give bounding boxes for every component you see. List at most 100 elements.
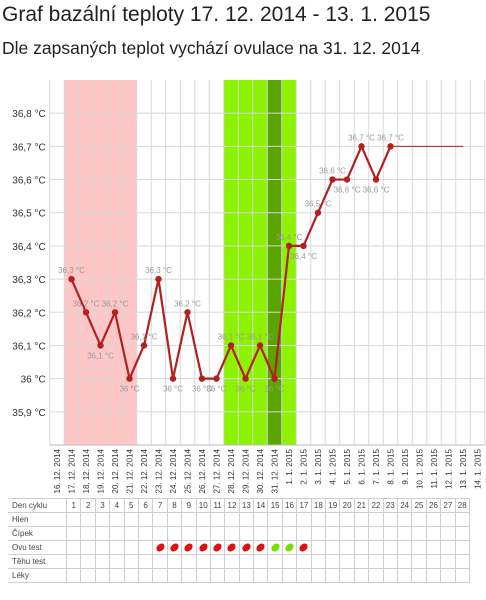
data-point (329, 176, 336, 183)
cycle-row: Ovu test (8, 540, 470, 555)
cycle-cell (238, 554, 255, 569)
cycle-day-number: 11 (209, 498, 226, 513)
ovu-test-cell (224, 540, 240, 555)
x-tick-label: 11. 1. 2015 (430, 448, 439, 488)
cycle-row: Hlen (8, 512, 470, 527)
temperature-series: 36,3 °C 36,2 °C 36,1 °C 36,2 °C 36 °C 36,1 °C… (58, 133, 463, 394)
cycle-cell (368, 526, 384, 541)
data-point (271, 375, 278, 382)
cycle-cell (353, 554, 370, 569)
ovu-test-negative-icon (197, 542, 209, 553)
data-label: 36,1 °C (131, 332, 158, 341)
cycle-row-label: Ovu test (8, 540, 67, 555)
cycle-cell (353, 540, 370, 555)
cycle-cell (123, 540, 139, 555)
cycle-row-label: Léky (8, 568, 67, 583)
cycle-cell (123, 568, 139, 583)
cycle-cell (152, 526, 168, 541)
x-tick-label: 12. 1. 2015 (445, 448, 454, 489)
x-tick-label: 1. 1. 2015 (285, 448, 294, 484)
x-tick-label: 26. 12. 2014 (198, 448, 207, 493)
cycle-cell (267, 526, 283, 541)
cycle-cell (310, 512, 327, 527)
cycle-cell (181, 512, 197, 527)
x-tick-label: 18. 12. 2014 (82, 448, 91, 493)
ovu-test-positive-icon (283, 542, 296, 553)
cycle-cell (454, 512, 470, 527)
cycle-day-number: 4 (109, 498, 125, 513)
cycle-day-number: 5 (123, 498, 139, 513)
cycle-cell (339, 554, 355, 569)
cycle-day-number: 12 (224, 498, 240, 513)
x-tick-label: 13. 1. 2015 (459, 448, 468, 489)
cycle-cell (411, 540, 427, 555)
data-label: 36,2 °C (174, 299, 201, 308)
x-tick-label: 22. 12. 2014 (140, 448, 149, 493)
cycle-cell (382, 512, 398, 527)
x-tick-label: 29. 12. 2014 (242, 448, 251, 493)
cycle-cell (325, 568, 341, 583)
ovu-test-cell (166, 540, 183, 555)
cycle-cell (65, 540, 82, 555)
ovu-test-cell (152, 540, 168, 555)
cycle-cell (253, 554, 269, 569)
data-label: 36 °C (206, 385, 226, 394)
cycle-day-number: 21 (353, 498, 370, 513)
y-tick-label: 36,7 °C (12, 142, 45, 153)
cycle-cell (65, 512, 82, 527)
data-label: 36,5 °C (305, 200, 332, 209)
data-point (126, 375, 133, 382)
data-point (184, 309, 191, 316)
data-label: 36,7 °C (377, 133, 404, 142)
data-label: 36,7 °C (348, 133, 375, 142)
y-tick-label: 36,2 °C (12, 308, 45, 319)
cycle-cell (368, 568, 384, 583)
cycle-cell (440, 512, 456, 527)
cycle-cell (238, 568, 255, 583)
cycle-cell (195, 512, 211, 527)
cycle-cell (382, 554, 398, 569)
cycle-cell (325, 526, 341, 541)
chart-grid (49, 80, 486, 446)
fertile-band (223, 80, 297, 445)
data-label: 36,4 °C (290, 252, 317, 261)
cycle-cell (396, 554, 413, 569)
cycle-cell (94, 526, 111, 541)
cycle-cell (382, 526, 398, 541)
cycle-cell (80, 512, 96, 527)
ovu-test-negative-icon (298, 542, 310, 553)
cycle-cell (425, 526, 442, 541)
cycle-day-number: 25 (411, 498, 427, 513)
x-tick-label: 2. 1. 2015 (300, 448, 309, 484)
data-label: 36 °C (235, 385, 255, 394)
cycle-cell (224, 526, 240, 541)
x-tick-label: 24. 12. 2014 (169, 448, 178, 493)
cycle-day-number: 13 (238, 498, 255, 513)
y-tick-label: 36,8 °C (12, 109, 45, 120)
cycle-cell (368, 554, 384, 569)
cycle-day-number: 26 (425, 498, 442, 513)
data-label: 36,1 °C (87, 351, 114, 360)
cycle-cell (253, 526, 269, 541)
cycle-cell (440, 526, 456, 541)
data-point (285, 242, 293, 250)
cycle-cell (195, 568, 211, 583)
cycle-cell (325, 554, 341, 569)
cycle-cell (181, 554, 197, 569)
x-tick-label: 28. 12. 2014 (227, 448, 236, 493)
data-label: 36,6 °C (319, 167, 346, 176)
cycle-cell (181, 568, 197, 583)
cycle-day-number: 24 (396, 498, 413, 513)
cycle-cell (440, 554, 456, 569)
cycle-cell (396, 512, 413, 527)
cycle-row: Léky (8, 568, 470, 583)
cycle-cell (181, 526, 197, 541)
x-tick-label: 6. 1. 2015 (358, 448, 367, 484)
cycle-table: Den cyklu 1 2 3 4 5 6 7 8 9 10 11 12 13 14 15 16 17 18 19 20… (8, 498, 470, 583)
cycle-cell (137, 512, 154, 527)
cycle-cell (454, 554, 470, 569)
ovu-test-cell (267, 540, 283, 555)
cycle-cell (425, 540, 442, 555)
data-point (169, 375, 177, 382)
cycle-day-number: 2 (80, 498, 96, 513)
